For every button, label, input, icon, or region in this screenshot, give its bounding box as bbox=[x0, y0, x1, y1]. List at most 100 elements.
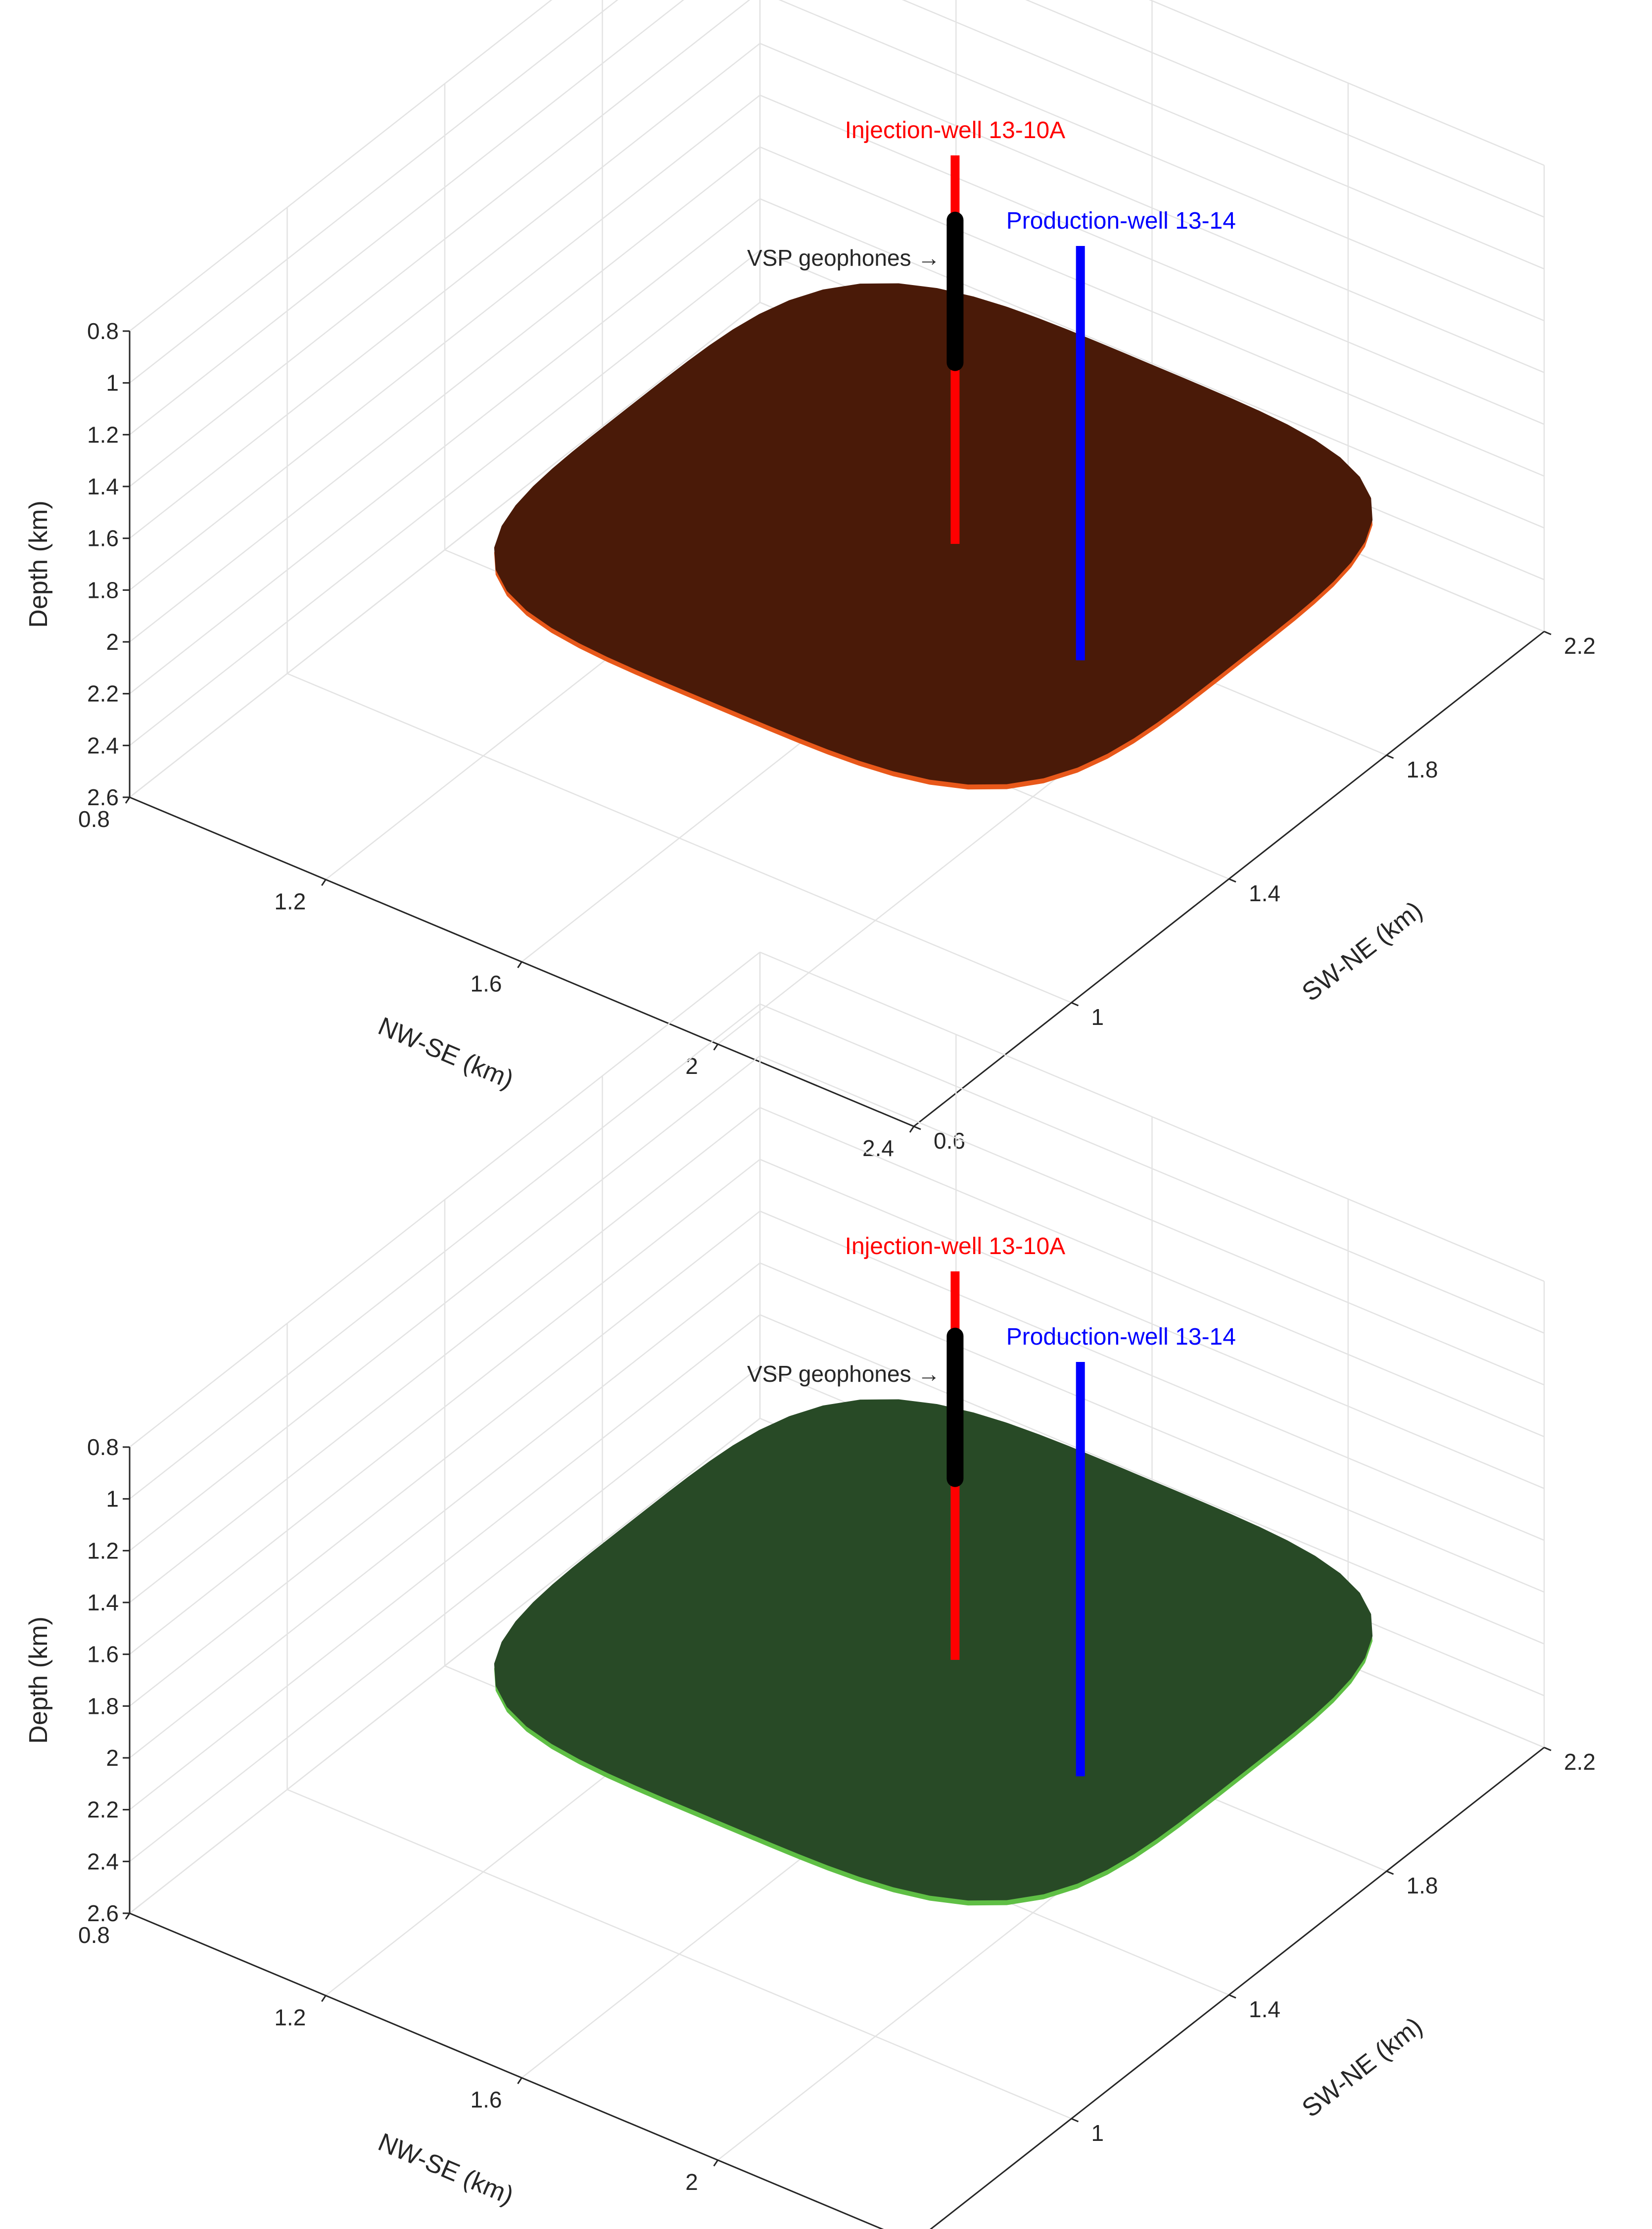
z-tick-label: 1.2 bbox=[87, 1538, 119, 1563]
y-tick bbox=[1228, 878, 1236, 883]
plume-surface bbox=[494, 283, 1373, 790]
plot-panel-bottom: Injection-well 13-10A Production-well 13-… bbox=[24, 951, 1596, 2229]
z-tick-label: 1.6 bbox=[87, 526, 119, 551]
y-tick-label: 2.2 bbox=[1564, 1749, 1596, 1775]
y-tick bbox=[1544, 630, 1552, 635]
well-label-1: Production-well 13-14 bbox=[1006, 1324, 1236, 1350]
x-tick bbox=[321, 879, 327, 886]
well-label-1: Production-well 13-14 bbox=[1006, 208, 1236, 234]
z-tick-label: 1.6 bbox=[87, 1642, 119, 1667]
grid-line bbox=[759, 95, 1545, 425]
grid-line bbox=[287, 673, 1072, 1004]
z-tick-label: 1.8 bbox=[87, 1693, 119, 1719]
grid-line bbox=[129, 250, 760, 746]
y-tick bbox=[1071, 1002, 1079, 1007]
z-tick-label: 0.8 bbox=[87, 1434, 119, 1460]
y-tick bbox=[913, 1125, 921, 1130]
grid-line bbox=[759, 1314, 1545, 1645]
x-tick-label: 1.2 bbox=[274, 888, 306, 914]
grid-line bbox=[129, 1055, 760, 1551]
x-tick bbox=[517, 961, 522, 969]
z-tick-label: 1.2 bbox=[87, 422, 119, 447]
grid-line bbox=[759, 951, 1545, 1282]
grid-line bbox=[129, 43, 760, 539]
x-tick bbox=[713, 2159, 719, 2167]
grid-line bbox=[759, 1055, 1545, 1386]
grid-line bbox=[759, 1003, 1545, 1334]
y-tick bbox=[1071, 2118, 1079, 2123]
y-axis-label: SW-NE (km) bbox=[1297, 896, 1428, 1007]
y-tick bbox=[1228, 1994, 1236, 1999]
z-tick-label: 2.2 bbox=[87, 1797, 119, 1823]
grid-line bbox=[129, 1107, 760, 1603]
vsp-geophones: VSP geophones → bbox=[747, 1327, 964, 1487]
grid-line bbox=[129, 1262, 760, 1758]
y-tick-label: 1.4 bbox=[1249, 1996, 1280, 2022]
z-tick-label: 2.2 bbox=[87, 681, 119, 707]
z-tick-label: 1.4 bbox=[87, 1590, 119, 1615]
grid-line bbox=[129, 0, 684, 436]
y-tick-label: 1.8 bbox=[1407, 1873, 1438, 1898]
z-tick-label: 2.4 bbox=[87, 1848, 119, 1874]
grid-line bbox=[129, 1003, 760, 1500]
grid-line bbox=[759, 146, 1545, 477]
z-tick-label: 2.4 bbox=[87, 732, 119, 758]
x-tick bbox=[125, 797, 131, 804]
x-tick-label: 0.8 bbox=[78, 806, 110, 832]
y-tick bbox=[1386, 1870, 1394, 1875]
x-tick bbox=[125, 1913, 131, 1920]
grid-line bbox=[759, 198, 1545, 529]
plume-surface bbox=[494, 1399, 1373, 1906]
well-label-0: Injection-well 13-10A bbox=[845, 1233, 1066, 1260]
grid-line bbox=[129, 1366, 760, 1862]
grid-line bbox=[129, 1211, 760, 1707]
z-tick-label: 2.6 bbox=[87, 784, 119, 810]
plume-top bbox=[494, 1399, 1373, 1901]
grid-line bbox=[759, 43, 1545, 373]
y-tick bbox=[1544, 1746, 1552, 1751]
x-axis-line bbox=[129, 1912, 884, 2229]
z-tick-label: 1.4 bbox=[87, 474, 119, 499]
grid-line bbox=[778, 0, 1545, 322]
plume-top bbox=[494, 283, 1373, 785]
z-tick-label: 1 bbox=[106, 1486, 119, 1512]
x-tick bbox=[713, 1043, 719, 1051]
grid-line bbox=[759, 1159, 1545, 1489]
tick-labels: 0.8 1.2 1.6 2 2.4 0.6 1 1.4 1.8 2.2 0.8 1 1.2 1.4 1.6 1… bbox=[78, 318, 1596, 1161]
grid-line bbox=[129, 1159, 760, 1655]
z-axis-label: Depth (km) bbox=[24, 1616, 53, 1744]
x-tick-label: 1.2 bbox=[274, 2004, 306, 2030]
x-tick-label: 1.6 bbox=[471, 971, 502, 997]
grid-line bbox=[129, 1912, 884, 2229]
x-tick bbox=[517, 2077, 522, 2084]
z-tick-label: 0.8 bbox=[87, 318, 119, 344]
x-tick bbox=[909, 1126, 915, 1133]
grid-line bbox=[759, 1262, 1545, 1593]
z-tick-label: 2 bbox=[106, 629, 119, 655]
vsp-geophones: VSP geophones → bbox=[747, 211, 964, 371]
well-label-0: Injection-well 13-10A bbox=[845, 117, 1066, 144]
y-tick-label: 0.6 bbox=[934, 1128, 965, 1154]
x-tick bbox=[321, 1995, 327, 2002]
y-axis-label: SW-NE (km) bbox=[1297, 2012, 1428, 2123]
z-tick-label: 1.8 bbox=[87, 577, 119, 603]
x-tick-label: 0.8 bbox=[78, 1922, 110, 1948]
grid-line bbox=[759, 1211, 1545, 1541]
grid-line bbox=[129, 1314, 760, 1810]
geophone-label: VSP geophones → bbox=[747, 245, 940, 271]
x-tick-label: 1.6 bbox=[471, 2087, 502, 2113]
x-tick-label: 2 bbox=[685, 2169, 698, 2195]
z-tick-label: 1 bbox=[106, 370, 119, 396]
z-tick-label: 2.6 bbox=[87, 1900, 119, 1926]
grid-line bbox=[129, 0, 618, 384]
z-axis-label: Depth (km) bbox=[24, 500, 53, 628]
plot-panel-top: Injection-well 13-10A Production-well 13-… bbox=[24, 0, 1596, 1161]
y-tick-label: 1.8 bbox=[1407, 757, 1438, 782]
y-tick bbox=[1386, 754, 1394, 759]
grid-line bbox=[901, 0, 1545, 270]
z-tick-label: 2 bbox=[106, 1745, 119, 1771]
x-axis-label: NW-SE (km) bbox=[374, 1012, 518, 1094]
y-tick-label: 1 bbox=[1091, 2120, 1104, 2146]
x-axis-label: NW-SE (km) bbox=[374, 2128, 518, 2210]
